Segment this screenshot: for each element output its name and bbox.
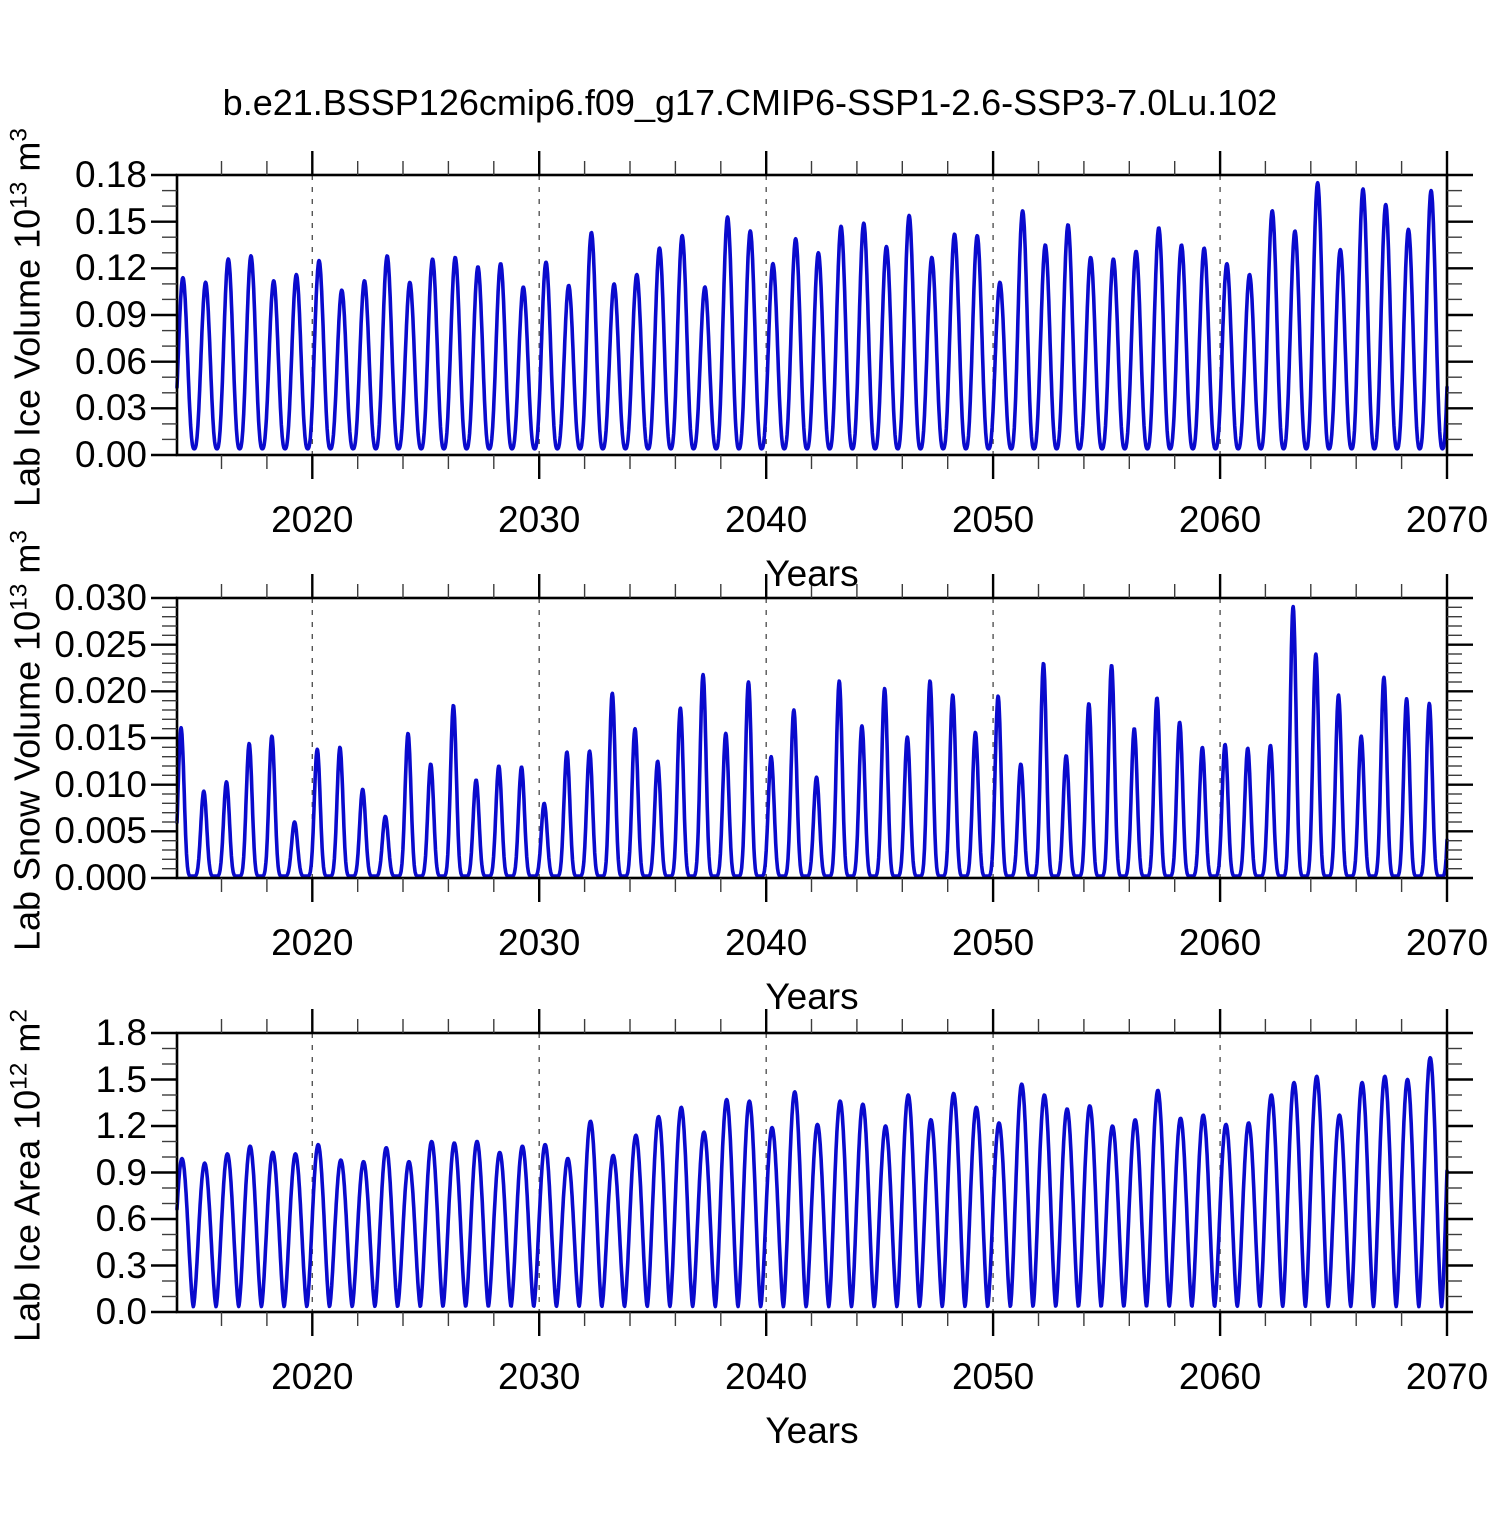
y-tick-label: 0.00 xyxy=(74,434,147,475)
y-tick-label: 1.2 xyxy=(95,1105,147,1146)
superscript: 13 xyxy=(5,583,33,611)
y-tick-label: 0.030 xyxy=(54,577,147,618)
y-tick-label: 0.3 xyxy=(95,1244,147,1286)
superscript: 13 xyxy=(5,181,33,209)
panel-lab-ice-volume xyxy=(151,151,1473,479)
x-tick-label: 2060 xyxy=(1178,922,1262,963)
panel-lab-ice-area xyxy=(151,1009,1473,1336)
y-axis-title-text: m xyxy=(6,141,48,182)
x-tick-label: 2050 xyxy=(951,1356,1035,1397)
y-tick-label: 0.010 xyxy=(54,763,147,805)
y-tick-label: 0.12 xyxy=(74,247,147,289)
x-tick-label: 2020 xyxy=(271,499,354,540)
series-line-lab-ice-area xyxy=(175,1056,1449,1309)
x-axis-title: Years xyxy=(765,1410,859,1451)
y-tick-label: 0.020 xyxy=(54,670,147,712)
y-tick-label: 1.8 xyxy=(95,1012,147,1053)
x-tick-label: 2050 xyxy=(951,499,1035,540)
superscript: 3 xyxy=(5,529,33,544)
y-tick-label: 0.18 xyxy=(74,154,147,195)
x-tick-label: 2050 xyxy=(951,922,1035,963)
x-axis-title: Years xyxy=(765,976,859,1017)
x-tick-label: 2020 xyxy=(271,1356,354,1397)
y-tick-label: 1.5 xyxy=(95,1058,147,1100)
x-tick-label: 2030 xyxy=(498,922,581,963)
x-tick-label: 2060 xyxy=(1178,1356,1262,1397)
x-tick-label: 2030 xyxy=(498,499,581,540)
x-tick-label: 2070 xyxy=(1405,1356,1489,1397)
y-tick-label: 0.9 xyxy=(95,1151,147,1193)
y-tick-label: 0.6 xyxy=(95,1198,147,1239)
x-tick-label: 2030 xyxy=(498,1356,581,1397)
y-tick-label: 0.15 xyxy=(74,200,147,242)
y-tick-label: 0.015 xyxy=(54,717,147,758)
y-axis-title-text: Lab Ice Area 10 xyxy=(6,1089,48,1342)
x-tick-label: 2040 xyxy=(725,922,808,963)
x-tick-label: 2040 xyxy=(725,499,808,540)
y-tick-label: 0.03 xyxy=(74,387,147,429)
panel-lab-snow-volume xyxy=(151,574,1473,902)
y-axis-title: Lab Ice Area 1012 m2 xyxy=(5,825,54,1525)
x-tick-label: 2070 xyxy=(1405,922,1489,963)
chart-title: b.e21.BSSP126cmip6.f09_g17.CMIP6-SSP1-2.… xyxy=(222,82,1278,123)
x-axis-title: Years xyxy=(765,553,859,594)
x-tick-label: 2070 xyxy=(1405,499,1489,540)
x-tick-label: 2020 xyxy=(271,922,354,963)
y-axis-title-text: m xyxy=(6,543,48,584)
superscript: 3 xyxy=(5,127,33,142)
series-line-lab-snow-volume xyxy=(175,604,1449,878)
y-axis-title-text: m xyxy=(6,1022,48,1063)
x-tick-label: 2060 xyxy=(1178,499,1262,540)
series-line-lab-ice-volume xyxy=(175,181,1449,451)
y-tick-label: 0.09 xyxy=(74,294,147,335)
y-tick-label: 0.025 xyxy=(54,623,147,665)
y-tick-label: 0.06 xyxy=(74,340,147,382)
superscript: 12 xyxy=(5,1062,33,1090)
y-tick-label: 0.000 xyxy=(54,857,147,898)
y-tick-label: 0.005 xyxy=(54,810,147,852)
superscript: 2 xyxy=(5,1008,33,1023)
x-tick-label: 2040 xyxy=(725,1356,808,1397)
y-tick-label: 0.0 xyxy=(95,1291,147,1332)
